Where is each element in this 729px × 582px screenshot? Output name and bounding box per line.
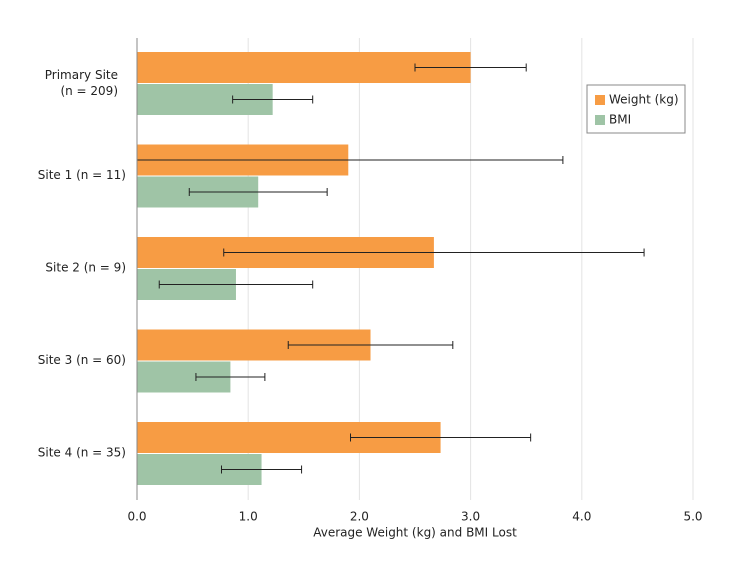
y-tick-label: Site 4 (n = 35)	[38, 446, 126, 460]
y-tick-label-line: Primary Site	[45, 68, 118, 82]
error-bar	[223, 248, 645, 257]
error-bar	[287, 341, 454, 349]
x-tick-label: 3.0	[461, 510, 480, 524]
error-bar	[158, 280, 314, 289]
y-tick-label: Primary Site (n = 209)	[45, 68, 118, 98]
error-bar	[350, 433, 532, 442]
legend-swatch	[595, 95, 605, 105]
x-tick-label: 0.0	[127, 510, 146, 524]
legend-label: Weight (kg)	[609, 93, 679, 107]
y-tick-label: Site 3 (n = 60)	[38, 353, 126, 367]
y-tick-label-line: (n = 209)	[60, 84, 118, 98]
y-tick-label: Site 1 (n = 11)	[38, 168, 126, 182]
y-tick-label: Site 2 (n = 9)	[45, 261, 126, 275]
error-bar	[414, 63, 527, 72]
legend-label: BMI	[609, 113, 631, 127]
error-bar	[221, 465, 303, 474]
x-axis-label: Average Weight (kg) and BMI Lost	[313, 526, 517, 540]
error-bar	[195, 373, 266, 381]
x-tick-label: 4.0	[572, 510, 591, 524]
x-tick-label: 5.0	[683, 510, 702, 524]
x-tick-label: 1.0	[239, 510, 258, 524]
error-bar	[232, 95, 314, 104]
error-bar	[188, 188, 328, 196]
legend-swatch	[595, 115, 605, 125]
x-tick-label: 2.0	[350, 510, 369, 524]
